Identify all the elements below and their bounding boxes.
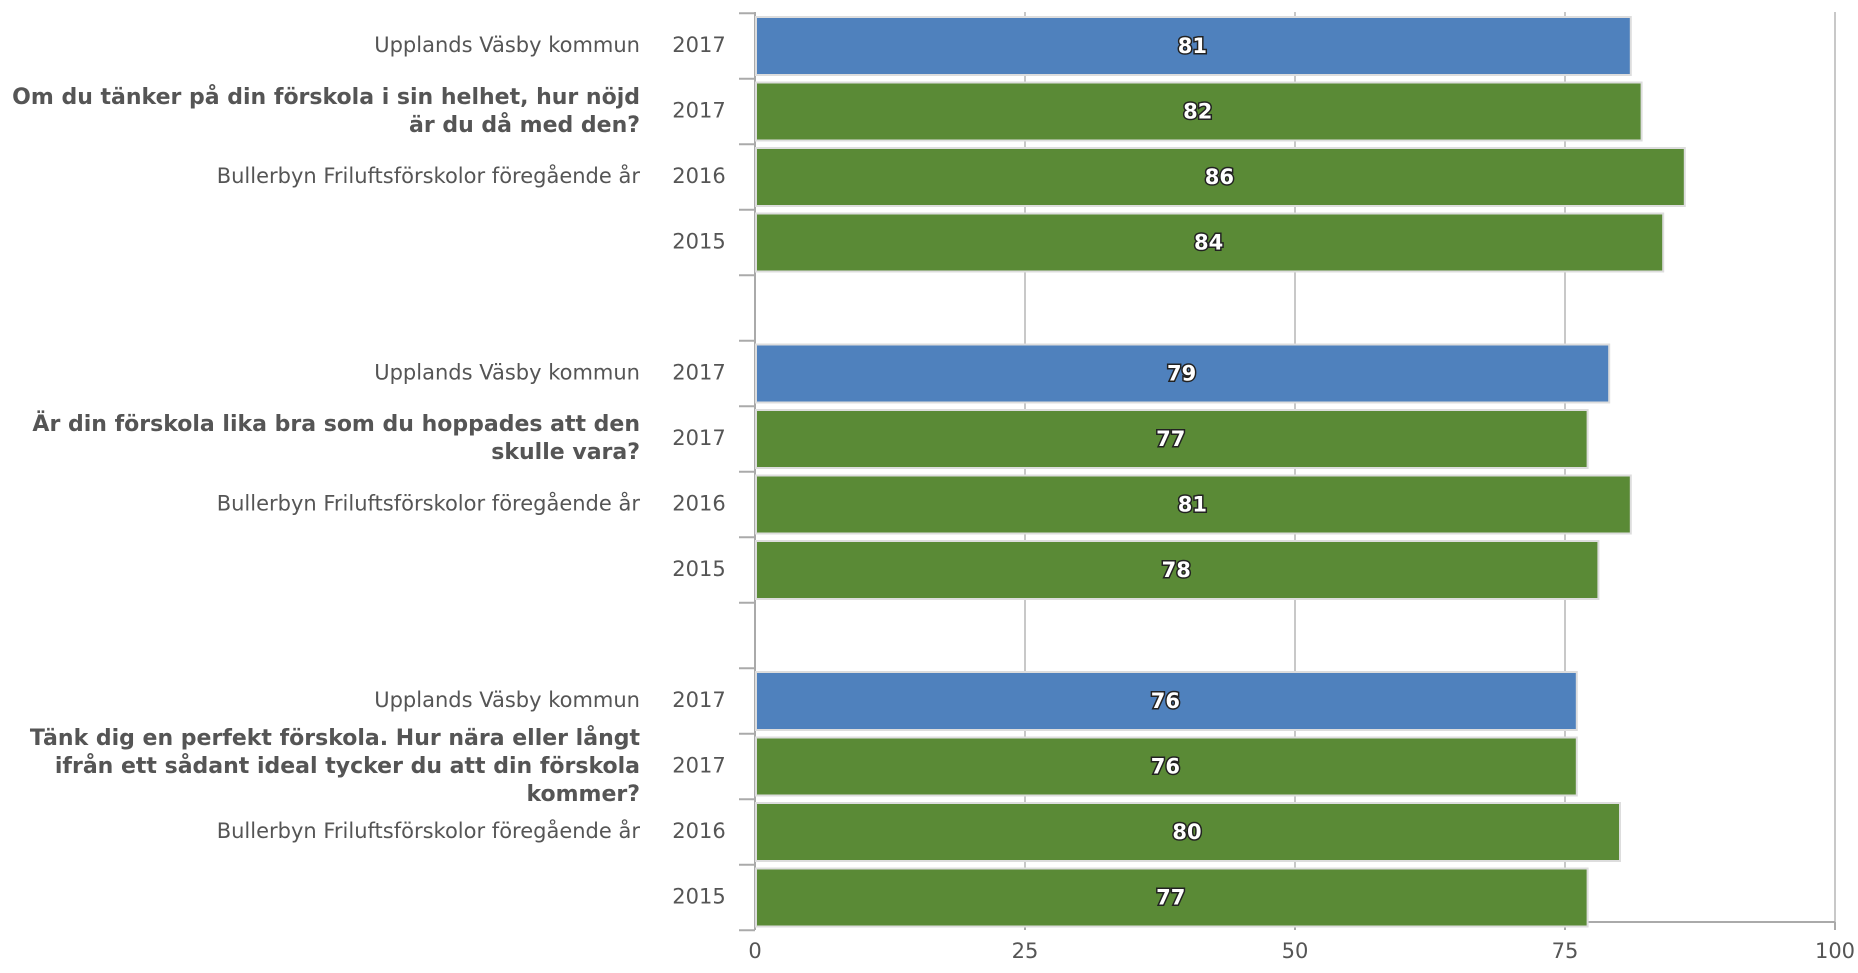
year-label: 2017 (672, 33, 725, 57)
year-label: 2015 (672, 230, 725, 254)
question-box: Tänk dig en perfekt förskola. Hur nära e… (10, 707, 640, 827)
bar (755, 736, 1578, 797)
year-label: 2015 (672, 557, 725, 581)
bar (755, 409, 1589, 469)
x-tick-label: 50 (1282, 939, 1309, 963)
row-label: Bullerbyn Friluftsförskolor föregående å… (217, 491, 641, 516)
row-label: Bullerbyn Friluftsförskolor föregående å… (217, 163, 641, 188)
year-label: 2016 (672, 492, 725, 516)
row-label: Bullerbyn Friluftsförskolor föregående å… (217, 818, 641, 843)
row-label: Upplands Väsby kommun (374, 688, 640, 712)
x-tick-label: 75 (1552, 939, 1579, 963)
bar (755, 671, 1578, 731)
x-tick-label: 100 (1815, 939, 1855, 963)
value-label: 82 (1183, 100, 1212, 124)
question: Är din förskola lika bra som du hoppades… (32, 412, 640, 465)
x-tick-label: 25 (1012, 939, 1039, 963)
bar (755, 540, 1600, 600)
year-label: 2017 (672, 361, 725, 385)
year-label: 2016 (672, 819, 725, 843)
value-label: 77 (1156, 886, 1185, 910)
question-wrap: Om du tänker på din förskola i sin helhe… (10, 52, 640, 172)
bar (755, 212, 1665, 273)
question-box: Om du tänker på din förskola i sin helhe… (10, 52, 640, 172)
bar (755, 147, 1686, 207)
question-box: Är din förskola lika bra som du hoppades… (10, 379, 640, 499)
bar (755, 16, 1632, 76)
year-label: 2017 (672, 426, 725, 450)
value-label: 80 (1172, 820, 1201, 844)
row-label: Upplands Väsby kommun (374, 33, 640, 57)
year-label: 2016 (672, 164, 725, 188)
question: Om du tänker på din förskola i sin helhe… (12, 84, 640, 138)
year-label: 2017 (672, 754, 725, 778)
question-wrap: Är din förskola lika bra som du hoppades… (10, 379, 640, 499)
bar (755, 343, 1611, 404)
value-label: 86 (1205, 165, 1234, 189)
value-label: 84 (1194, 231, 1223, 255)
value-label: 77 (1156, 427, 1185, 451)
value-label: 76 (1151, 755, 1180, 779)
row-label: Upplands Väsby kommun (374, 361, 640, 385)
bar (755, 867, 1589, 928)
value-label: 76 (1151, 689, 1180, 713)
year-label: 2017 (672, 99, 725, 123)
bar (755, 802, 1621, 862)
year-label: 2015 (672, 885, 725, 909)
bar (755, 474, 1632, 535)
value-label: 78 (1162, 558, 1191, 582)
question: Tänk dig en perfekt förskola. Hur nära e… (29, 725, 640, 807)
value-label: 79 (1167, 362, 1196, 386)
value-label: 81 (1178, 493, 1207, 517)
x-tick-label: 0 (748, 939, 761, 963)
year-label: 2017 (672, 688, 725, 712)
bar (755, 81, 1643, 142)
value-label: 81 (1178, 34, 1207, 58)
question-wrap: Tänk dig en perfekt förskola. Hur nära e… (10, 707, 640, 827)
